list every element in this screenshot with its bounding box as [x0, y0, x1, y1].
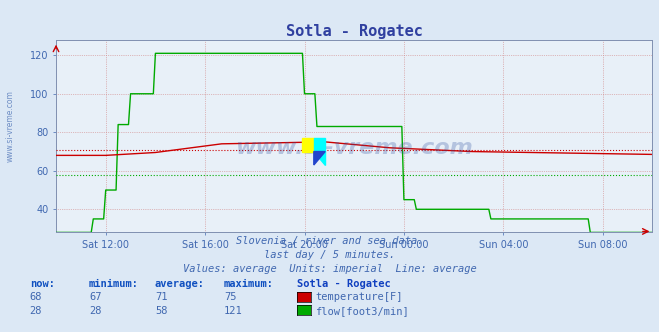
- Text: last day / 5 minutes.: last day / 5 minutes.: [264, 250, 395, 260]
- Text: 28: 28: [30, 306, 42, 316]
- Text: Slovenia / river and sea data.: Slovenia / river and sea data.: [236, 236, 423, 246]
- Bar: [302, 138, 314, 151]
- Text: average:: average:: [155, 279, 205, 289]
- Text: 67: 67: [89, 292, 101, 302]
- Text: Sotla - Rogatec: Sotla - Rogatec: [297, 279, 390, 289]
- Text: 28: 28: [89, 306, 101, 316]
- Text: Values: average  Units: imperial  Line: average: Values: average Units: imperial Line: av…: [183, 264, 476, 274]
- Text: 75: 75: [224, 292, 237, 302]
- Text: www.si-vreme.com: www.si-vreme.com: [5, 90, 14, 162]
- Text: now:: now:: [30, 279, 55, 289]
- Text: 121: 121: [224, 306, 243, 316]
- Bar: [314, 138, 326, 151]
- Text: minimum:: minimum:: [89, 279, 139, 289]
- Text: 68: 68: [30, 292, 42, 302]
- Text: 58: 58: [155, 306, 167, 316]
- Text: www.si-vreme.com: www.si-vreme.com: [235, 138, 473, 158]
- Title: Sotla - Rogatec: Sotla - Rogatec: [286, 24, 422, 39]
- Text: 71: 71: [155, 292, 167, 302]
- Polygon shape: [314, 151, 326, 165]
- Polygon shape: [314, 151, 326, 165]
- Text: flow[foot3/min]: flow[foot3/min]: [315, 306, 409, 316]
- Text: maximum:: maximum:: [224, 279, 274, 289]
- Text: temperature[F]: temperature[F]: [315, 292, 403, 302]
